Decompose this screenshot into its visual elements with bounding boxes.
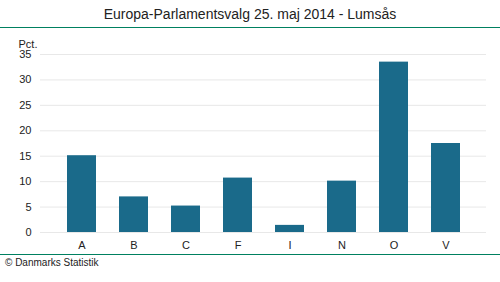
svg-text:20: 20: [19, 124, 31, 136]
html-text:Europa-Parlamentsvalg 25. maj: Europa-Parlamentsvalg 25. maj 2014 - Lum…: [103, 6, 397, 22]
svg-text:I: I: [288, 239, 291, 251]
svg-text:V: V: [442, 239, 450, 251]
svg-text:35: 35: [19, 48, 32, 60]
svg-text:N: N: [338, 239, 346, 251]
svg-text:O: O: [390, 239, 399, 251]
svg-text:0: 0: [25, 226, 31, 238]
svg-text:B: B: [130, 239, 137, 251]
svg-text:10: 10: [19, 175, 31, 187]
svg-text:15: 15: [19, 150, 31, 162]
svg-text:5: 5: [25, 201, 31, 213]
svg-text:A: A: [78, 239, 86, 251]
html-text:© Danmarks Statistik: © Danmarks Statistik: [5, 257, 99, 268]
svg-text:C: C: [182, 239, 190, 251]
svg-text:25: 25: [19, 99, 31, 111]
svg-text:Pct.: Pct.: [19, 38, 38, 50]
svg-text:30: 30: [19, 73, 31, 85]
svg-text:F: F: [235, 239, 242, 251]
